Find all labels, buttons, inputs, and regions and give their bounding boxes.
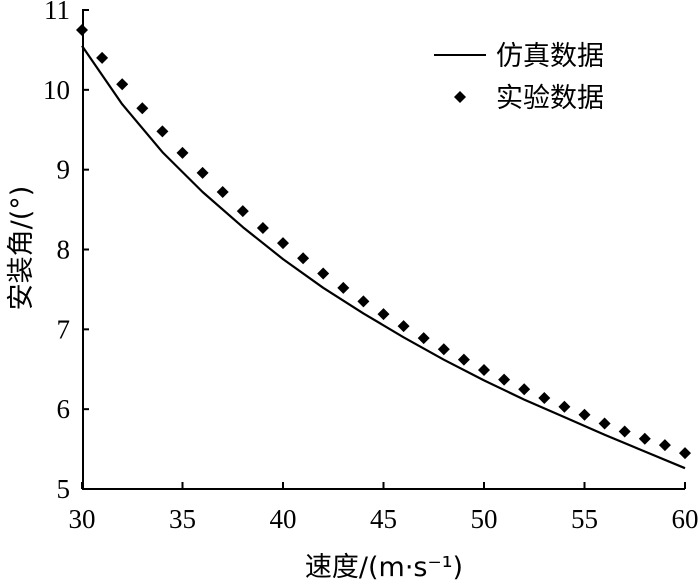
plot-area: 30 35 40 45 50 55 60 5 6 7 8 9 10 11 <box>43 0 699 534</box>
experiment-point <box>176 146 189 159</box>
experiment-point <box>76 23 88 36</box>
experiment-point <box>196 166 209 179</box>
y-axis-title: 安装角/(°) <box>6 186 37 311</box>
experiment-point <box>337 281 350 294</box>
experiment-point <box>216 186 229 199</box>
experiment-point <box>317 267 330 280</box>
y-tick-label: 7 <box>57 314 71 344</box>
experiment-point <box>618 425 631 438</box>
y-tick-label: 6 <box>57 394 71 424</box>
y-ticks: 5 6 7 8 9 10 11 <box>43 0 89 504</box>
experiment-point <box>578 408 591 421</box>
experiment-point <box>598 417 611 430</box>
x-axis-title: 速度/(m·s⁻¹) <box>305 552 463 583</box>
experiment-point <box>277 237 289 250</box>
x-tick-label: 40 <box>270 504 297 534</box>
experiment-point <box>518 383 531 396</box>
experiment-point <box>658 439 671 452</box>
experiment-point <box>558 400 571 413</box>
experiment-point <box>417 332 430 345</box>
x-tick-label: 35 <box>169 504 196 534</box>
x-tick-label: 55 <box>571 504 598 534</box>
x-ticks: 30 35 40 45 50 55 60 <box>69 482 699 534</box>
experiment-point <box>377 308 390 321</box>
experiment-point <box>478 364 490 377</box>
series-layer <box>76 23 691 470</box>
simulation-line <box>81 45 686 470</box>
y-tick-label: 9 <box>57 155 71 185</box>
experiment-point <box>638 432 651 445</box>
experiment-point <box>679 447 691 460</box>
legend: 仿真数据 实验数据 <box>434 41 604 114</box>
x-tick-label: 30 <box>69 504 96 534</box>
experiment-point <box>256 221 269 234</box>
experiment-point <box>457 353 470 366</box>
y-tick-label: 8 <box>57 235 71 265</box>
experiment-point <box>397 320 410 333</box>
legend-label-experiment: 实验数据 <box>496 83 604 114</box>
x-tick-label: 45 <box>370 504 397 534</box>
legend-diamond-marker <box>454 91 466 103</box>
experiment-point <box>136 102 149 115</box>
experiment-point <box>297 252 310 265</box>
legend-label-simulation: 仿真数据 <box>496 41 604 72</box>
x-tick-label: 50 <box>471 504 498 534</box>
y-tick-label: 11 <box>44 0 70 25</box>
experiment-point <box>236 205 249 218</box>
plot-frame <box>82 10 685 490</box>
experiment-point <box>116 78 129 91</box>
experiment-point <box>437 343 450 356</box>
y-tick-label: 10 <box>43 75 70 105</box>
experiment-point <box>96 51 109 64</box>
experiment-point <box>538 391 551 404</box>
experiment-point <box>357 295 370 308</box>
experiment-point <box>498 373 511 386</box>
x-tick-label: 60 <box>672 504 699 534</box>
experiment-point <box>156 125 169 138</box>
y-tick-label: 5 <box>57 474 71 504</box>
